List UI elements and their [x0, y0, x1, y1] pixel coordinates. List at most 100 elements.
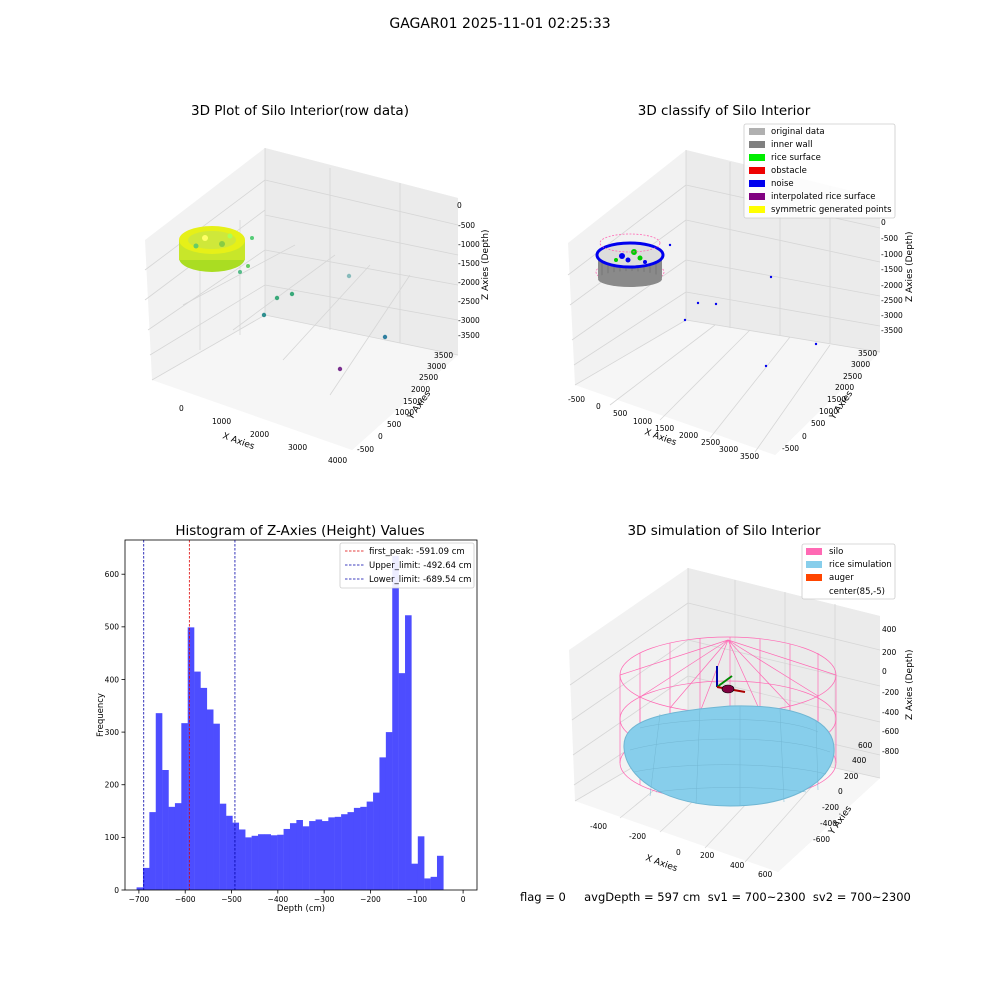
legend-item: center(85,-5) — [829, 587, 885, 597]
histogram-bar — [258, 834, 265, 890]
histogram-bar — [430, 876, 438, 890]
legend-item: interpolated rice surface — [771, 192, 876, 202]
z-tick: -500 — [458, 221, 475, 230]
x-tick: 4000 — [328, 456, 347, 465]
histogram-bar — [366, 801, 374, 890]
histogram-chart: −700 −600 −500 −400 −300 −200 −100 0 0 100 200 300… — [96, 539, 478, 914]
y-tick: 0 — [378, 432, 383, 441]
classify-3d-plot: original data inner wall rice surface ob… — [567, 123, 915, 461]
histogram-bar — [181, 723, 188, 890]
z-axis-label: Z Axies (Depth) — [481, 229, 491, 300]
x-axis-label: Depth (cm) — [277, 904, 325, 914]
histogram-bar — [226, 815, 233, 890]
z-axis-label: Z Axies (Depth) — [905, 231, 915, 302]
y-tick: 3000 — [427, 362, 446, 371]
histogram-bar — [385, 732, 393, 890]
legend-item: inner wall — [771, 140, 812, 150]
raw-3d-plot: 0 -500 -1000 -1500 -2000 -2500 -3000 -35… — [144, 148, 491, 465]
histogram-bar — [142, 867, 150, 890]
histogram-bar — [411, 863, 419, 890]
x-tick: 0 — [676, 848, 681, 857]
x-tick-label: 0 — [461, 895, 466, 904]
x-tick: -500 — [568, 395, 585, 404]
histogram-bar — [245, 837, 252, 890]
x-tick: 2000 — [250, 430, 269, 439]
legend-swatch — [749, 193, 765, 200]
y-tick: 1500 — [403, 397, 422, 406]
histogram-bar — [277, 834, 284, 890]
x-axis-label: X Axies — [644, 853, 679, 874]
legend-item: rice simulation — [829, 560, 892, 570]
histogram-bar — [360, 806, 367, 890]
histogram-bar — [373, 792, 380, 890]
x-tick: 200 — [700, 851, 715, 860]
histogram-bar — [155, 713, 163, 890]
histogram-bar — [194, 671, 201, 890]
y-tick: 2000 — [835, 383, 854, 392]
histogram-bar — [206, 709, 214, 890]
z-tick: -2500 — [881, 296, 903, 305]
z-tick: -3000 — [458, 316, 480, 325]
x-tick: 1000 — [633, 417, 652, 426]
y-tick-label: 0 — [114, 886, 119, 895]
figure-title: GAGAR01 2025-11-01 02:25:33 — [389, 16, 611, 32]
histogram-bar — [436, 855, 444, 890]
hist-legend — [339, 542, 475, 589]
y-tick: 500 — [387, 420, 402, 429]
z-tick: -1000 — [881, 250, 903, 259]
y-tick: 600 — [858, 741, 873, 750]
z-tick: -2000 — [881, 281, 903, 290]
y-tick-label: 600 — [105, 570, 120, 579]
x-tick: 500 — [613, 409, 628, 418]
z-tick: -3000 — [881, 311, 903, 320]
legend-swatch — [749, 180, 765, 187]
y-tick-label: 400 — [105, 675, 120, 684]
legend-item: symmetric generated points — [771, 205, 892, 215]
legend-swatch — [806, 561, 822, 568]
y-tick: -200 — [822, 803, 839, 812]
histogram-bar — [289, 823, 297, 890]
x-tick: 3000 — [719, 445, 738, 454]
y-tick: -400 — [820, 819, 837, 828]
status-line: flag = 0 avgDepth = 597 cm sv1 = 700~230… — [520, 890, 911, 904]
hist-title: Histogram of Z-Axies (Height) Values — [175, 523, 425, 539]
histogram-bar — [379, 757, 387, 890]
y-tick: 1500 — [827, 395, 846, 404]
x-tick: -400 — [590, 822, 607, 831]
legend-item: first_peak: -591.09 cm — [369, 547, 465, 557]
x-tick-label: −200 — [360, 895, 381, 904]
x-tick: -200 — [629, 832, 646, 841]
histogram-bar — [302, 826, 310, 890]
legend-item: Lower_limit: -689.54 cm — [369, 575, 471, 585]
x-tick: 2000 — [679, 431, 698, 440]
histogram-bar — [392, 555, 399, 890]
histogram-bar — [405, 615, 412, 890]
histogram-bar — [283, 828, 291, 890]
y-tick-label: 100 — [105, 833, 120, 842]
z-tick: 0 — [881, 218, 886, 227]
legend-item: noise — [771, 179, 794, 189]
x-tick: 600 — [758, 870, 773, 879]
simulation-3d-plot: silo rice simulation auger center(85,-5)… — [569, 543, 915, 879]
x-tick: 400 — [730, 861, 745, 870]
histogram-bar — [238, 829, 246, 890]
simulation-legend — [801, 543, 896, 600]
y-tick-label: 200 — [105, 781, 120, 790]
legend-item: Upper_limit: -492.64 cm — [369, 561, 472, 571]
legend-item: obstacle — [771, 166, 807, 176]
y-tick-label: 300 — [105, 728, 120, 737]
histogram-bar — [417, 836, 425, 890]
z-tick: -2000 — [458, 278, 480, 287]
y-tick: -600 — [813, 835, 830, 844]
x-tick-label: −700 — [129, 895, 150, 904]
x-tick-label: −100 — [406, 895, 427, 904]
x-tick-label: −300 — [314, 895, 335, 904]
histogram-bar — [168, 806, 176, 890]
x-tick-label: −500 — [221, 895, 242, 904]
histogram-bar — [315, 819, 323, 890]
y-tick: 0 — [838, 787, 843, 796]
x-tick: 1500 — [655, 424, 674, 433]
x-tick: 0 — [596, 402, 601, 411]
z-axis-label: Z Axies (Depth) — [905, 649, 915, 720]
histogram-bar — [347, 812, 355, 890]
